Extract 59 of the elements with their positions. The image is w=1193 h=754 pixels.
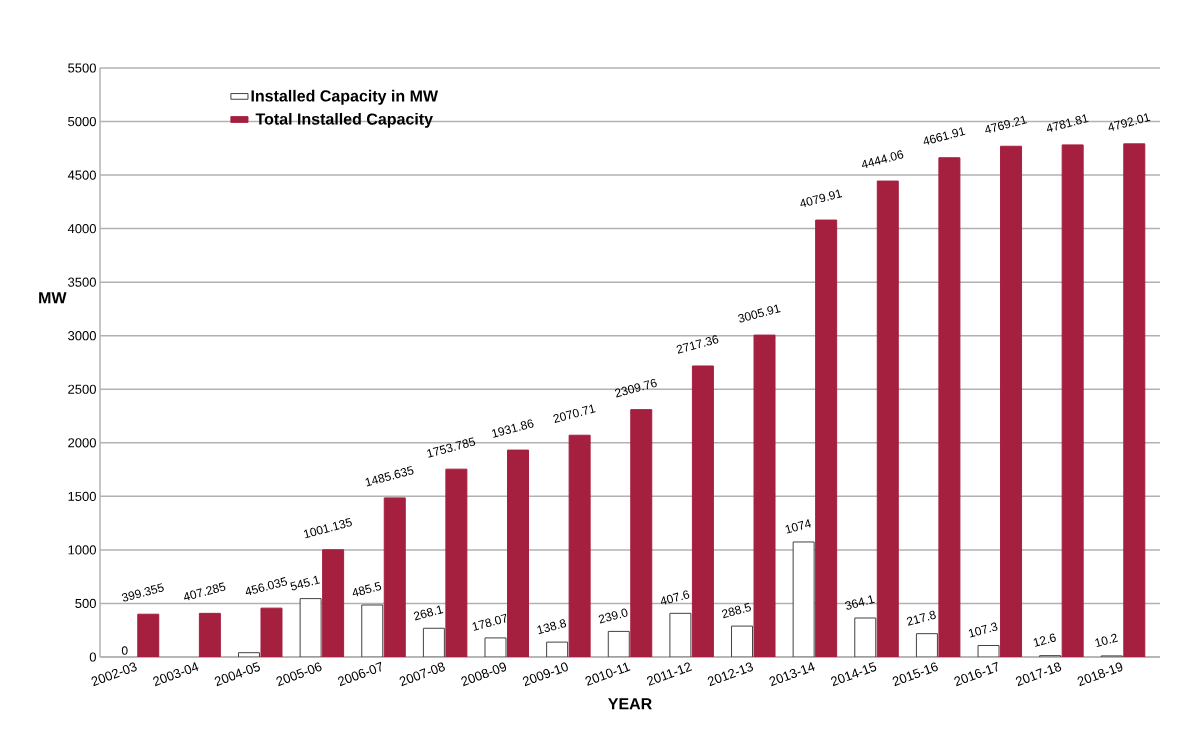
data-label: 4444.06: [862, 150, 904, 168]
y-tick-label: 5000: [68, 116, 96, 127]
legend-label: Total Installed Capacity: [255, 112, 433, 128]
data-label: 4792.01: [1108, 113, 1151, 131]
data-label: 239.0: [598, 608, 628, 624]
data-label: 2070.71: [553, 404, 596, 423]
data-label: 407.285: [184, 582, 226, 601]
bar: [422, 627, 445, 657]
data-label: 485.5: [352, 581, 382, 597]
data-label: 3005.91: [738, 304, 781, 323]
data-label: 399.355: [121, 583, 164, 602]
data-label: 288.5: [721, 602, 751, 619]
data-label: 107.3: [968, 622, 998, 638]
data-label: 0: [121, 646, 128, 655]
x-axis-title: YEAR: [608, 698, 652, 710]
bar: [731, 625, 754, 657]
y-tick-label: 2000: [68, 438, 96, 448]
data-label: 2309.76: [614, 378, 657, 398]
bar: [977, 644, 1000, 657]
bar: [854, 617, 877, 657]
bar: [915, 633, 938, 657]
y-tick-label: 500: [75, 598, 96, 609]
data-label: 1074: [785, 519, 812, 534]
y-tick-label: 4000: [67, 224, 96, 234]
y-tick-label: 0: [89, 652, 96, 662]
y-tick-label: 4500: [67, 170, 96, 180]
bar: [669, 612, 692, 657]
bar: [546, 641, 569, 657]
bar: [238, 652, 260, 657]
data-label: 4781.81: [1046, 114, 1089, 132]
y-tick-label: 2500: [68, 384, 96, 394]
data-label: 1931.86: [492, 419, 534, 438]
y-tick-label: 3500: [68, 277, 96, 287]
data-label: 4769.21: [985, 115, 1028, 134]
data-label: 456.035: [245, 577, 288, 595]
y-tick-label: 1500: [68, 491, 96, 501]
data-label: 178.07: [472, 613, 507, 631]
data-label: 407.6: [660, 590, 690, 605]
data-label: 1001.135: [303, 517, 352, 539]
bar: [299, 598, 322, 657]
bar: [792, 541, 815, 657]
bar: [484, 637, 507, 657]
data-label: 2717.36: [676, 335, 719, 354]
y-tick-label: 5500: [68, 63, 96, 73]
data-label: 364.1: [845, 595, 875, 610]
data-label: 4661.91: [923, 127, 966, 145]
data-label: 12.6: [1033, 633, 1056, 647]
y-axis-title: MW: [39, 292, 67, 304]
data-label: 10.2: [1095, 633, 1118, 648]
data-label: 4079.91: [800, 189, 843, 207]
bar: [361, 604, 384, 657]
data-label: 268.1: [413, 605, 444, 621]
data-label: 217.8: [906, 610, 936, 626]
data-label: 138.8: [537, 619, 567, 635]
data-label: 545.1: [290, 575, 321, 591]
y-tick-label: 3000: [68, 331, 96, 341]
bar: [607, 630, 630, 657]
legend-label: Installed Capacity in MW: [251, 89, 439, 105]
y-tick-label: 1000: [68, 545, 96, 555]
